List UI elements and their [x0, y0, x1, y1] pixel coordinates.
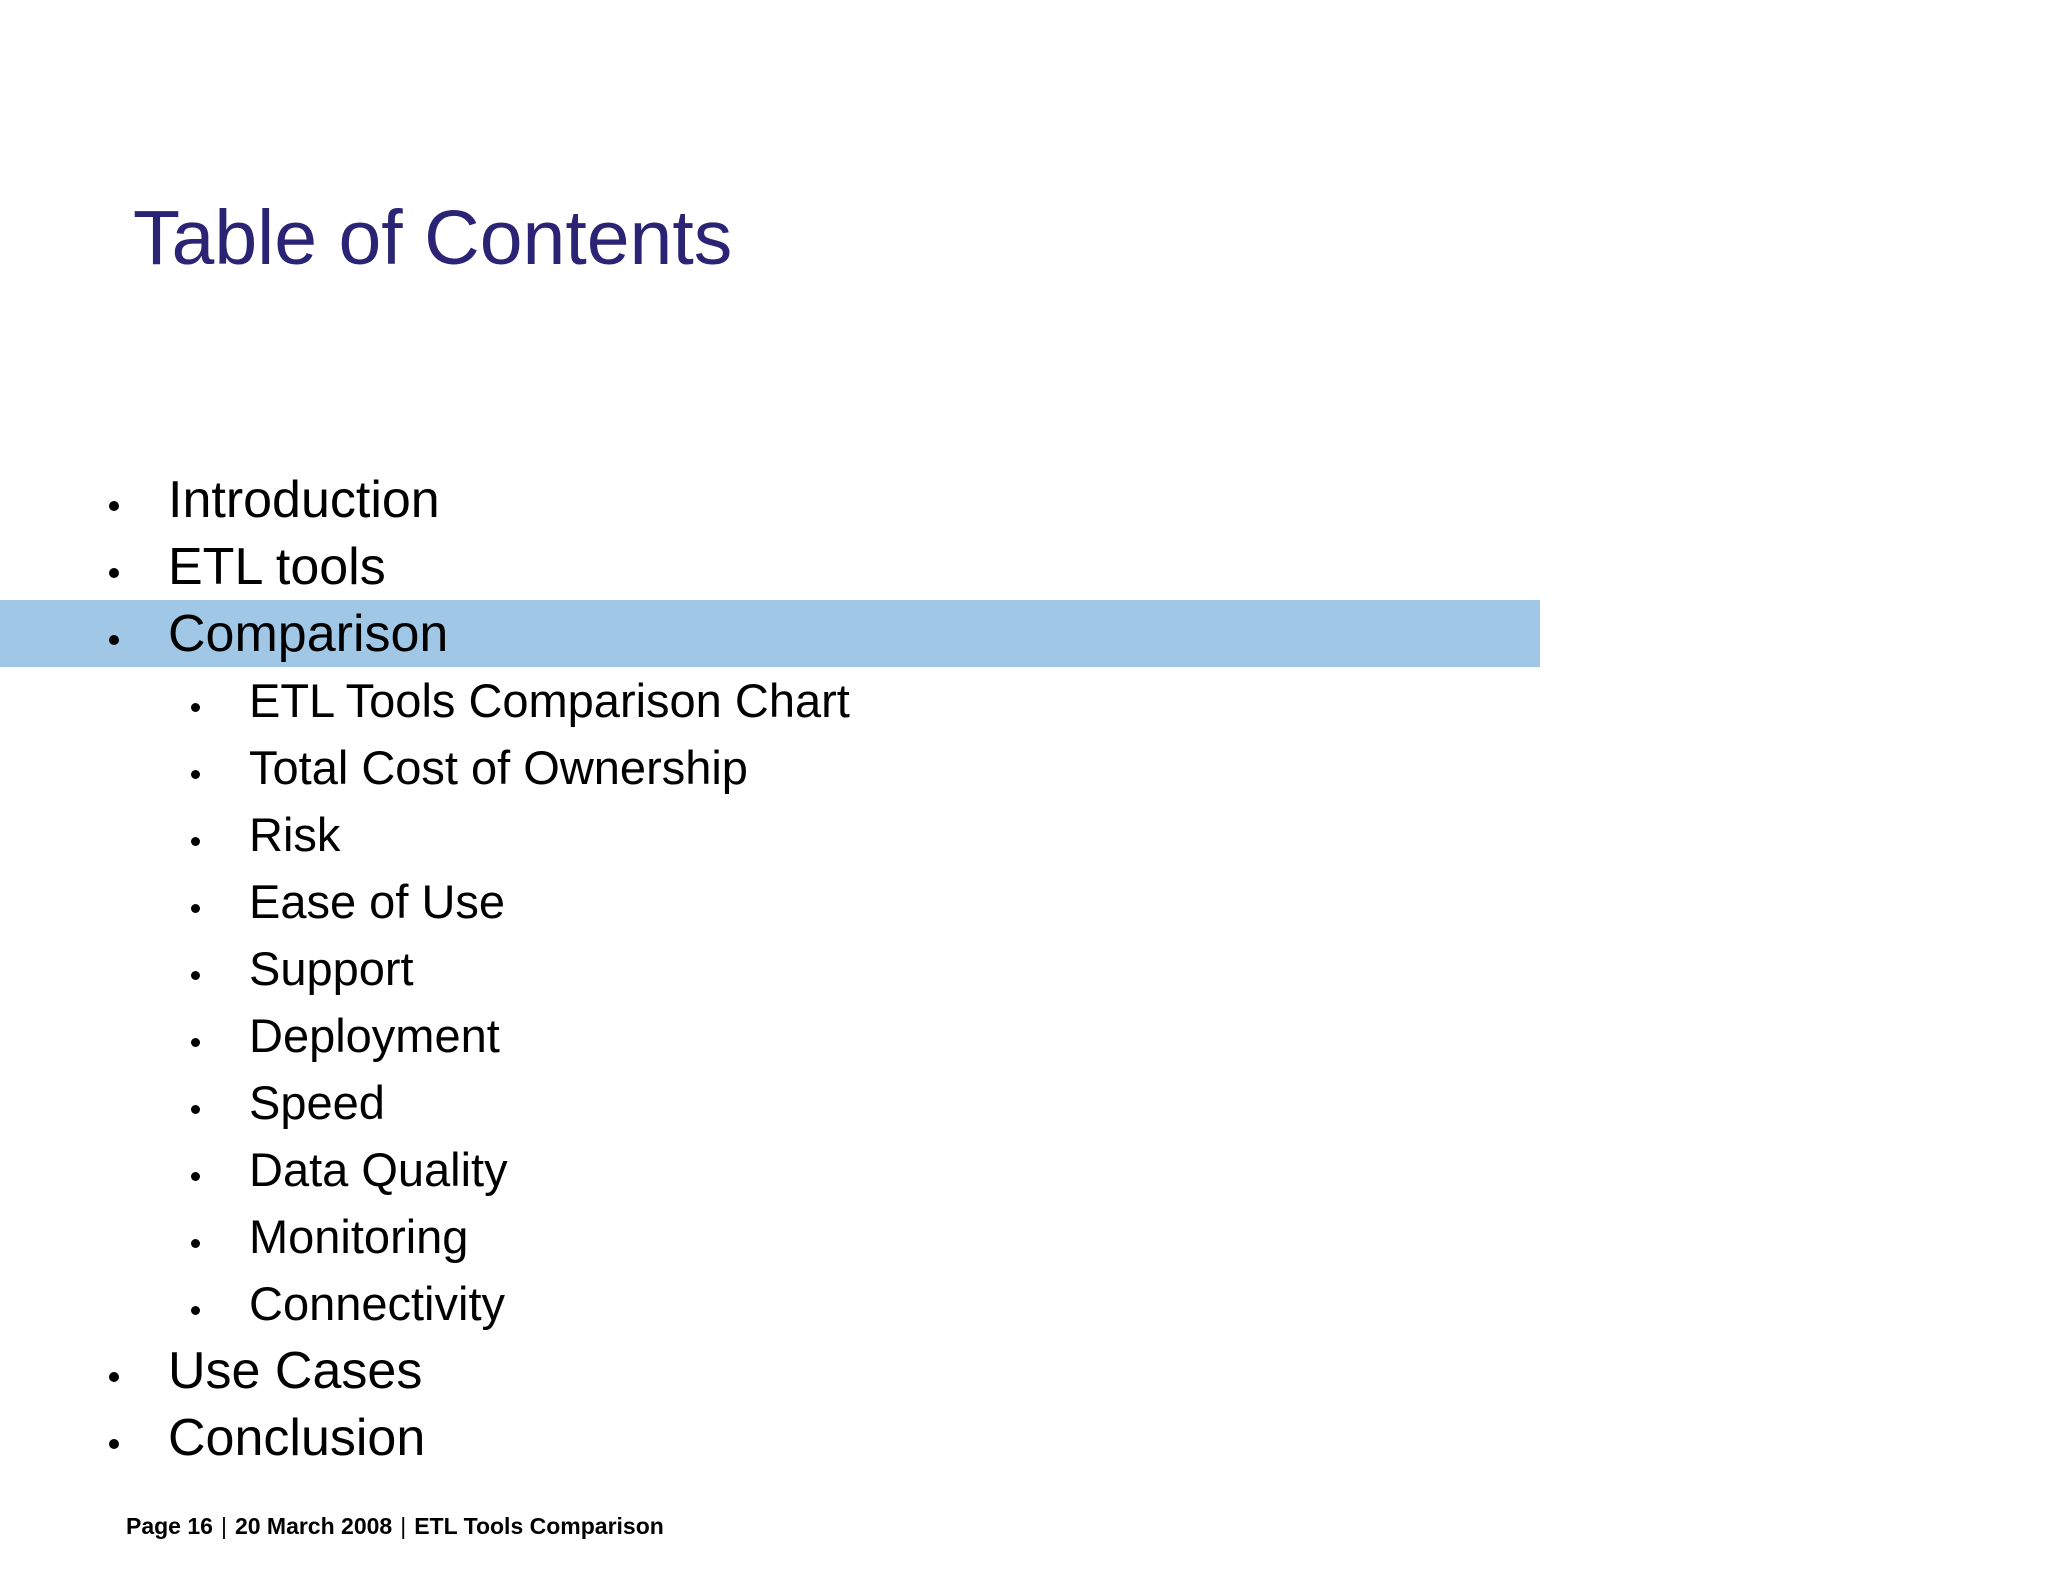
- toc-subitem-risk: Risk: [0, 801, 2048, 868]
- bullet-icon: [109, 500, 119, 511]
- bullet-icon: [109, 634, 119, 645]
- toc-item-label: Connectivity: [249, 1277, 505, 1330]
- footer-separator: |: [400, 1513, 407, 1539]
- bullet-icon: [109, 1438, 119, 1449]
- bullet-icon: [191, 1171, 200, 1181]
- toc-item-label: Use Cases: [168, 1341, 423, 1400]
- toc-item-label: Comparison: [168, 604, 449, 663]
- footer-separator: |: [220, 1513, 227, 1539]
- toc-item-label: Total Cost of Ownership: [249, 741, 748, 794]
- toc-list: Introduction ETL tools Comparison ETL To…: [0, 466, 2048, 1471]
- toc-item-label: Risk: [249, 808, 341, 861]
- bullet-icon: [191, 1238, 200, 1248]
- toc-subitem-monitoring: Monitoring: [0, 1203, 2048, 1270]
- toc-item-label: Conclusion: [168, 1408, 426, 1467]
- toc-item-label: Ease of Use: [249, 875, 506, 928]
- toc-item-label: Introduction: [168, 470, 440, 529]
- toc-subitem-connectivity: Connectivity: [0, 1270, 2048, 1337]
- footer-document-title: ETL Tools Comparison: [414, 1513, 664, 1539]
- bullet-icon: [191, 1305, 200, 1315]
- toc-item-label: Monitoring: [249, 1210, 469, 1263]
- toc-item-label: ETL Tools Comparison Chart: [249, 674, 850, 727]
- toc-item-label: ETL tools: [168, 537, 386, 596]
- bullet-icon: [191, 1104, 200, 1114]
- bullet-icon: [109, 1371, 119, 1382]
- toc-subitem-data-quality: Data Quality: [0, 1136, 2048, 1203]
- toc-item-label: Speed: [249, 1076, 385, 1129]
- bullet-icon: [191, 836, 200, 846]
- bullet-icon: [191, 769, 200, 779]
- bullet-icon: [191, 903, 200, 913]
- toc-subitem-ease-of-use: Ease of Use: [0, 868, 2048, 935]
- footer: Page 16 | 20 March 2008 | ETL Tools Comparis…: [126, 1513, 664, 1540]
- footer-page-number: Page 16: [126, 1513, 213, 1539]
- toc-item-comparison-highlighted: Comparison: [0, 600, 2048, 667]
- footer-date: 20 March 2008: [234, 1513, 393, 1539]
- bullet-icon: [109, 567, 119, 578]
- toc-item-label: Data Quality: [249, 1143, 508, 1196]
- toc-subitem-total-cost-of-ownership: Total Cost of Ownership: [0, 734, 2048, 801]
- toc-subitem-speed: Speed: [0, 1069, 2048, 1136]
- toc-subitem-etl-tools-comparison-chart: ETL Tools Comparison Chart: [0, 667, 2048, 734]
- toc-subitem-deployment: Deployment: [0, 1002, 2048, 1069]
- toc-item-use-cases: Use Cases: [0, 1337, 2048, 1404]
- bullet-icon: [191, 702, 200, 712]
- toc-item-etl-tools: ETL tools: [0, 533, 2048, 600]
- page-title: Table of Contents: [133, 195, 733, 281]
- bullet-icon: [191, 970, 200, 980]
- toc-item-conclusion: Conclusion: [0, 1404, 2048, 1471]
- toc-item-introduction: Introduction: [0, 466, 2048, 533]
- bullet-icon: [191, 1037, 200, 1047]
- toc-subitem-support: Support: [0, 935, 2048, 1002]
- toc-item-label: Deployment: [249, 1009, 500, 1062]
- toc-item-label: Support: [249, 942, 414, 995]
